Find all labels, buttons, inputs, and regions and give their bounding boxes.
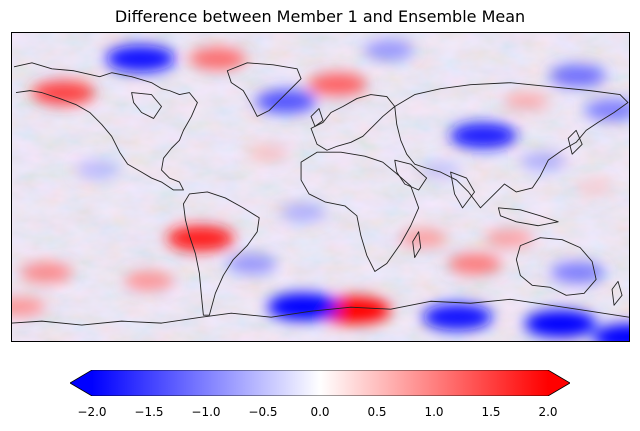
colorbar-tick-label-7: 1.5 bbox=[481, 405, 501, 419]
field-anomaly-27 bbox=[364, 40, 414, 61]
field-anomaly-16 bbox=[550, 261, 605, 284]
field-anomaly-21 bbox=[419, 161, 462, 179]
coastline-australia bbox=[515, 237, 597, 296]
field-anomaly-9 bbox=[255, 89, 317, 114]
field-anomaly-19 bbox=[76, 161, 120, 179]
field-anomaly-12 bbox=[584, 99, 629, 121]
coastline-indonesia bbox=[497, 207, 559, 227]
coastlines bbox=[12, 62, 629, 326]
field-anomaly-1 bbox=[593, 323, 629, 341]
coastline-asia bbox=[394, 82, 629, 209]
field-anomaly-17 bbox=[227, 254, 277, 274]
coastline-british-isles bbox=[310, 108, 324, 127]
coastline-japan bbox=[567, 129, 583, 155]
colorbar-tick-label-2: −1.0 bbox=[191, 405, 221, 419]
field-anomaly-10 bbox=[308, 72, 367, 96]
field-anomaly-3 bbox=[524, 309, 597, 338]
coastline-hudson bbox=[131, 92, 162, 119]
colorbar-tick-label-1: −1.5 bbox=[134, 405, 164, 419]
field-anomaly-22 bbox=[248, 144, 290, 162]
coastline-arabia bbox=[394, 159, 428, 191]
field-anomaly-5 bbox=[267, 292, 340, 321]
field-anomaly-29 bbox=[503, 92, 549, 111]
coastline-africa bbox=[300, 151, 420, 272]
field-anomaly-25 bbox=[485, 228, 533, 248]
field-anomaly-18 bbox=[399, 228, 448, 248]
world-map bbox=[12, 33, 629, 341]
colorbar-tick-label-3: −0.5 bbox=[248, 405, 278, 419]
colorbar-tick-label-4: 0.0 bbox=[310, 405, 330, 419]
coastline-greenland bbox=[226, 62, 302, 117]
colorbar-gradient bbox=[92, 370, 548, 396]
coastline-madagascar bbox=[412, 231, 422, 258]
map-panel bbox=[11, 32, 630, 342]
field-anomaly-7 bbox=[449, 122, 518, 149]
difference-field bbox=[12, 40, 629, 341]
colorbar-tick-label-8: 2.0 bbox=[538, 405, 558, 419]
coastline-south-america bbox=[182, 191, 260, 316]
field-anomaly-14 bbox=[20, 262, 73, 283]
field-anomaly-0 bbox=[105, 45, 176, 73]
colorbar-extend-max bbox=[548, 370, 570, 396]
field-anomaly-26 bbox=[189, 47, 246, 70]
colorbar-tick-label-6: 1.0 bbox=[424, 405, 444, 419]
colorbar-tick-label-5: 0.5 bbox=[367, 405, 387, 419]
coastline-india bbox=[450, 171, 475, 209]
field-anomaly-13 bbox=[447, 253, 502, 275]
colorbar-extend-min bbox=[70, 370, 92, 396]
colorbar bbox=[70, 370, 570, 396]
colorbar-tick-label-0: −2.0 bbox=[77, 405, 107, 419]
field-anomaly-24 bbox=[280, 203, 327, 222]
coastline-antarctica bbox=[12, 298, 629, 326]
chart-title: Difference between Member 1 and Ensemble… bbox=[114, 7, 526, 26]
field-anomaly-8 bbox=[31, 80, 95, 106]
field-anomaly-15 bbox=[124, 271, 175, 292]
field-anomaly-23 bbox=[575, 179, 615, 195]
coastline-new-zealand bbox=[611, 280, 623, 306]
field-anomaly-11 bbox=[549, 64, 606, 87]
field-anomaly-28 bbox=[12, 296, 46, 317]
field-anomaly-20 bbox=[520, 152, 567, 171]
coastline-europe bbox=[310, 94, 396, 151]
coastline-north-america bbox=[13, 62, 198, 191]
field-anomaly-2 bbox=[422, 303, 493, 331]
field-anomaly-6 bbox=[166, 225, 235, 252]
